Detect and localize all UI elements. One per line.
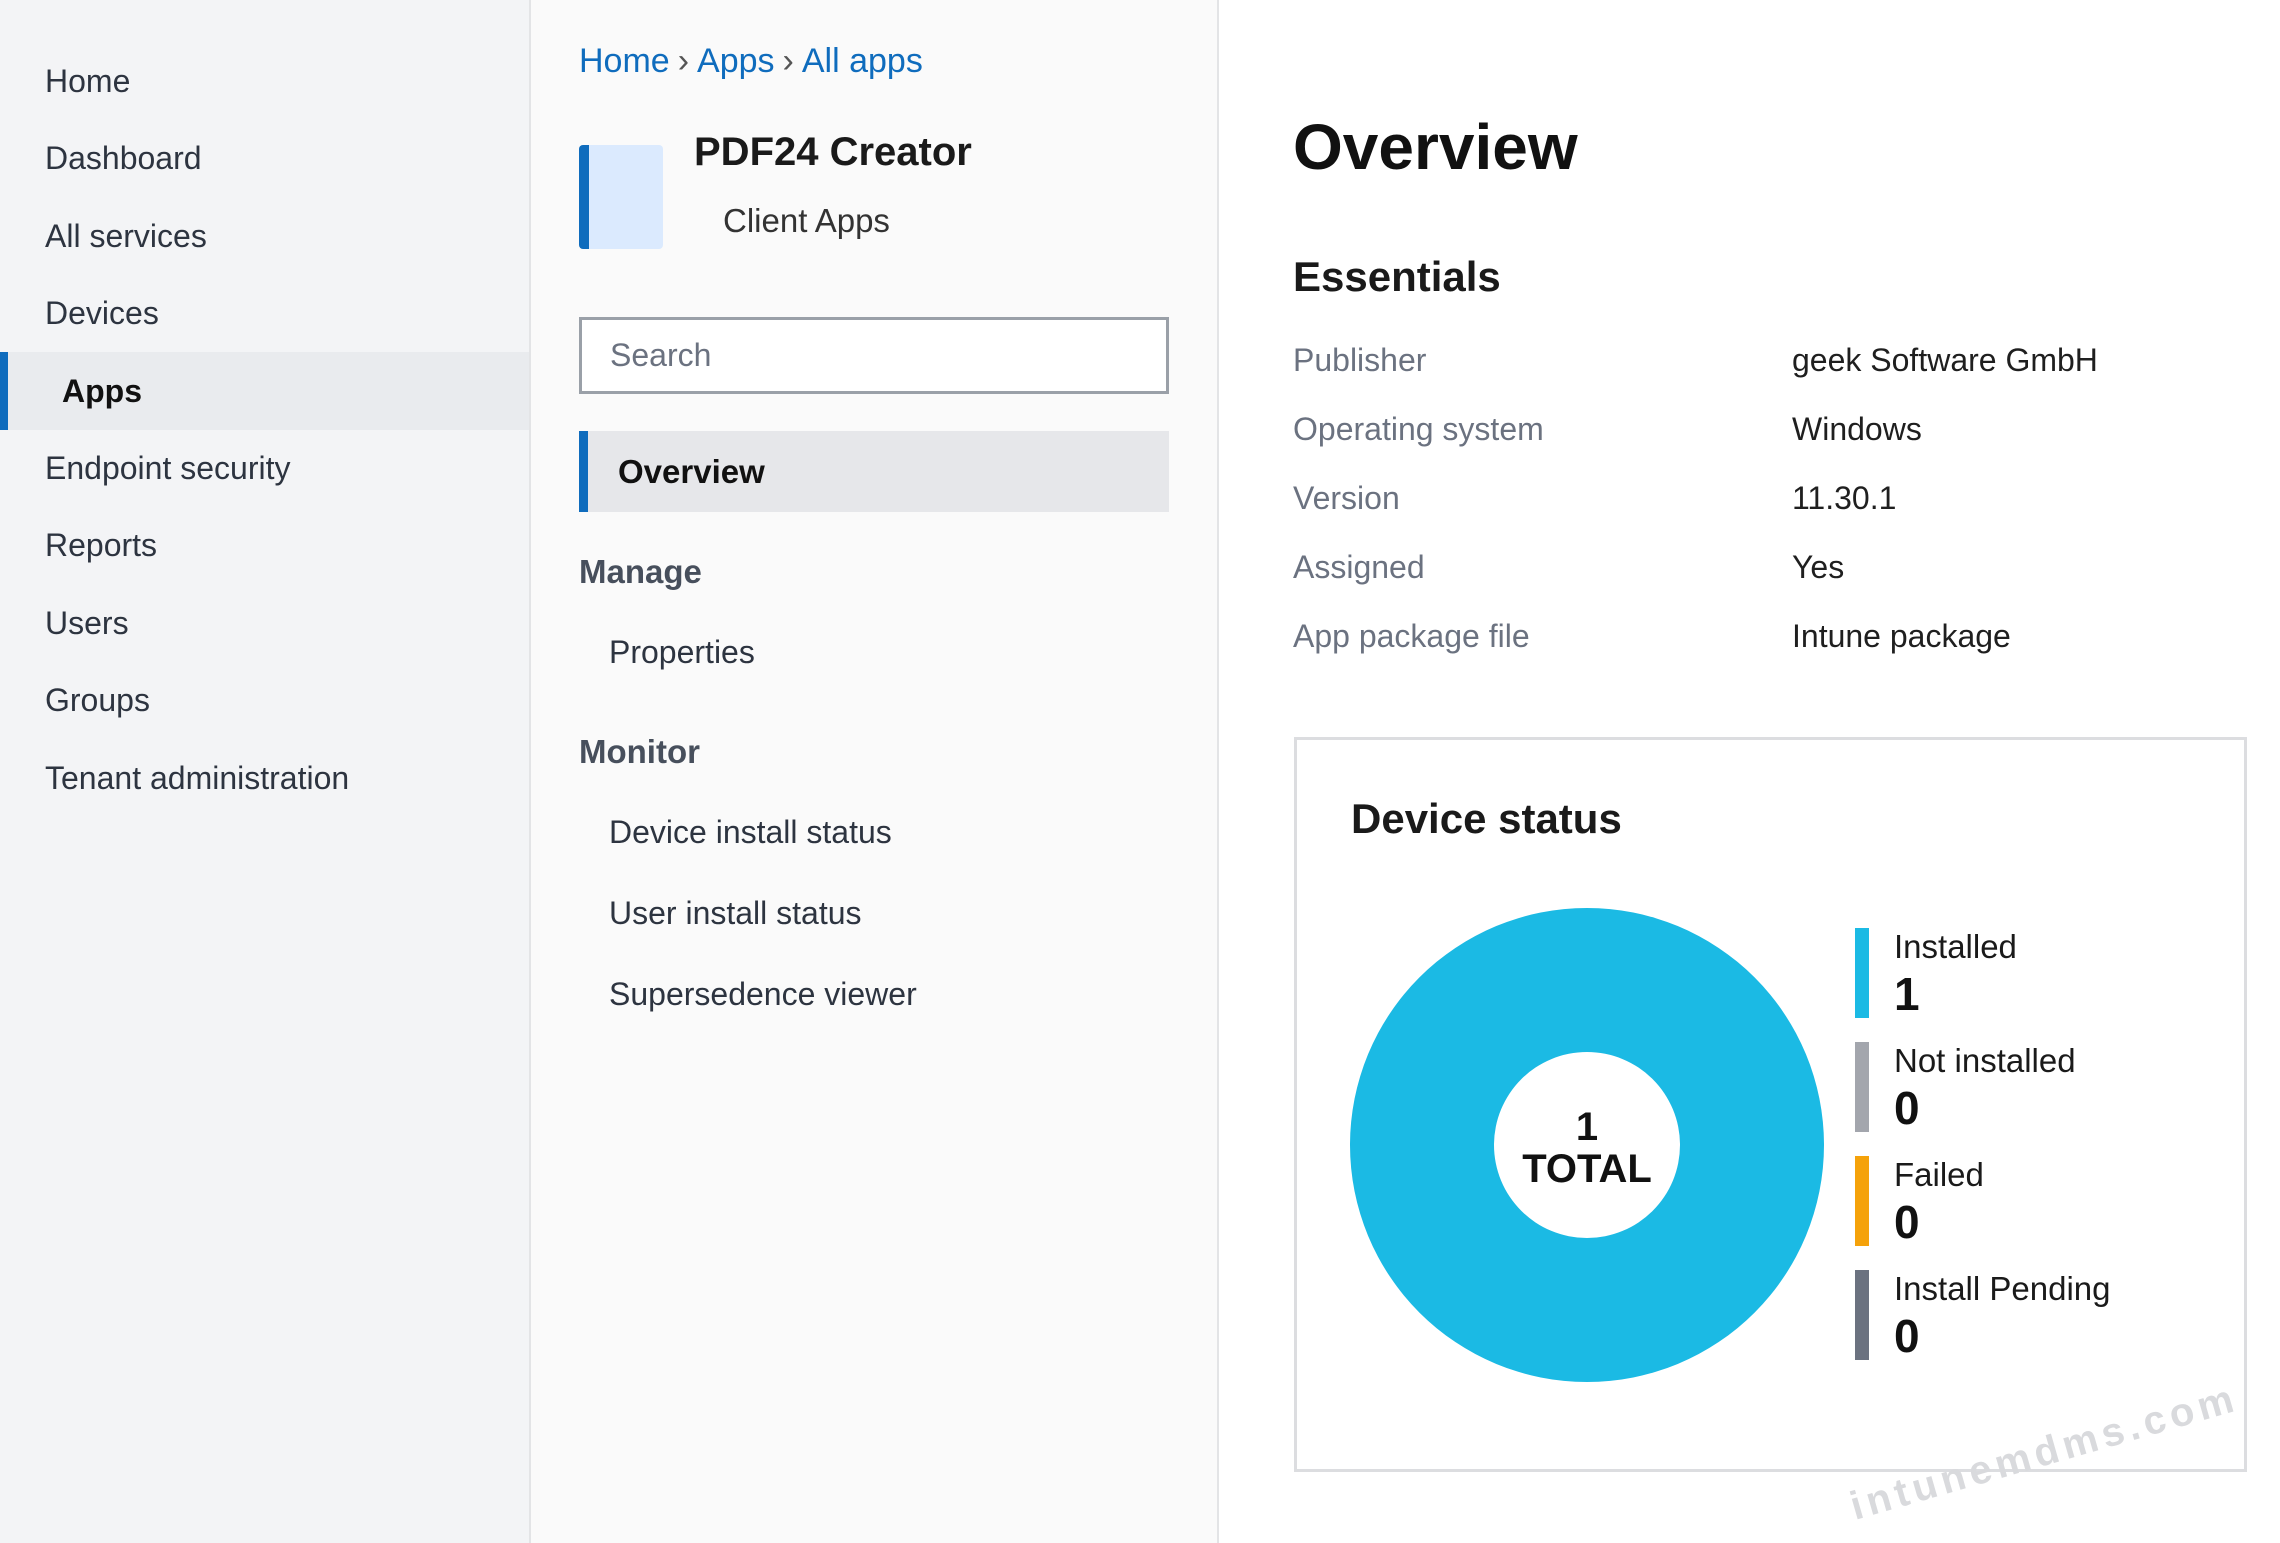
menu-section-title: Monitor bbox=[579, 733, 700, 770]
legend-swatch bbox=[1855, 1156, 1869, 1246]
legend-label: Install Pending bbox=[1894, 1270, 2110, 1307]
essentials-value: Yes bbox=[1792, 549, 1845, 585]
breadcrumb-separator: › bbox=[677, 42, 690, 80]
menu-item[interactable]: Supersedence viewer bbox=[609, 976, 917, 1012]
nav-item[interactable]: Users bbox=[45, 604, 129, 641]
search-placeholder: Search bbox=[610, 337, 712, 373]
nav-item[interactable]: Reports bbox=[45, 527, 158, 564]
legend-label: Not installed bbox=[1894, 1042, 2076, 1079]
app-menu-panel: PDF24 Creator Client Apps Search Overvie… bbox=[531, 0, 1219, 1543]
search-box[interactable]: Search bbox=[579, 317, 1169, 394]
essentials-value: geek Software GmbH bbox=[1792, 342, 2098, 378]
app-icon bbox=[579, 145, 663, 249]
nav-item[interactable]: Devices bbox=[45, 295, 159, 332]
breadcrumb-link[interactable]: All apps bbox=[801, 42, 923, 80]
legend-value: 0 bbox=[1894, 1196, 1920, 1248]
legend-swatch bbox=[1855, 1270, 1869, 1360]
donut-segment bbox=[1350, 908, 1824, 1382]
nav-item[interactable]: Home bbox=[45, 63, 131, 99]
legend-swatch bbox=[1855, 1042, 1869, 1132]
app-subtitle: Client Apps bbox=[723, 202, 890, 239]
essentials-label: Operating system bbox=[1293, 411, 1544, 447]
app-name: PDF24 Creator bbox=[694, 130, 972, 174]
essentials-value: Windows bbox=[1792, 411, 1922, 447]
menu-item[interactable]: Device install status bbox=[609, 814, 892, 850]
breadcrumb-separator: › bbox=[782, 42, 794, 80]
legend-label: Failed bbox=[1894, 1156, 1984, 1193]
section-title: Essentials bbox=[1293, 253, 1501, 300]
nav-item[interactable]: Endpoint security bbox=[45, 450, 291, 486]
legend-value: 0 bbox=[1894, 1310, 1920, 1362]
donut-total: 1 bbox=[1576, 1105, 1598, 1149]
essentials-label: Assigned bbox=[1293, 549, 1425, 585]
menu-item-active[interactable]: Overview bbox=[579, 431, 1169, 512]
breadcrumb-link[interactable]: Home bbox=[579, 42, 670, 80]
nav-item[interactable]: Apps bbox=[0, 351, 529, 430]
breadcrumb: Home › Apps › All apps bbox=[579, 42, 923, 81]
essentials-label: Publisher bbox=[1293, 342, 1427, 378]
page-title: Overview bbox=[1293, 111, 1578, 183]
essentials-value: Intune package bbox=[1792, 618, 2011, 654]
nav-item[interactable]: Tenant administration bbox=[45, 759, 350, 796]
donut-total-label: TOTAL bbox=[1522, 1147, 1652, 1191]
menu-item[interactable]: Properties bbox=[609, 634, 755, 670]
nav-item[interactable]: Dashboard bbox=[45, 140, 202, 177]
essentials-label: Version bbox=[1293, 480, 1400, 516]
menu-overview: Overview bbox=[618, 453, 765, 490]
watermark: intunemdms.com bbox=[1845, 1376, 2243, 1529]
card-title: Device status bbox=[1351, 795, 1622, 842]
side-nav: Home Dashboard All services Devices Apps Endp… bbox=[0, 0, 531, 1543]
legend-swatch bbox=[1855, 928, 1869, 1018]
menu-item[interactable]: User install status bbox=[609, 895, 862, 931]
nav-item[interactable]: Groups bbox=[45, 682, 150, 719]
legend-value: 0 bbox=[1894, 1082, 1920, 1134]
legend-label: Installed bbox=[1894, 928, 2017, 965]
menu-section-title: Manage bbox=[579, 553, 702, 590]
legend-value: 1 bbox=[1894, 968, 1920, 1020]
nav-item[interactable]: All services bbox=[45, 217, 207, 254]
essentials-label: App package file bbox=[1293, 618, 1530, 654]
essentials-value: 11.30.1 bbox=[1792, 480, 1897, 516]
breadcrumb-link[interactable]: Apps bbox=[697, 42, 775, 80]
